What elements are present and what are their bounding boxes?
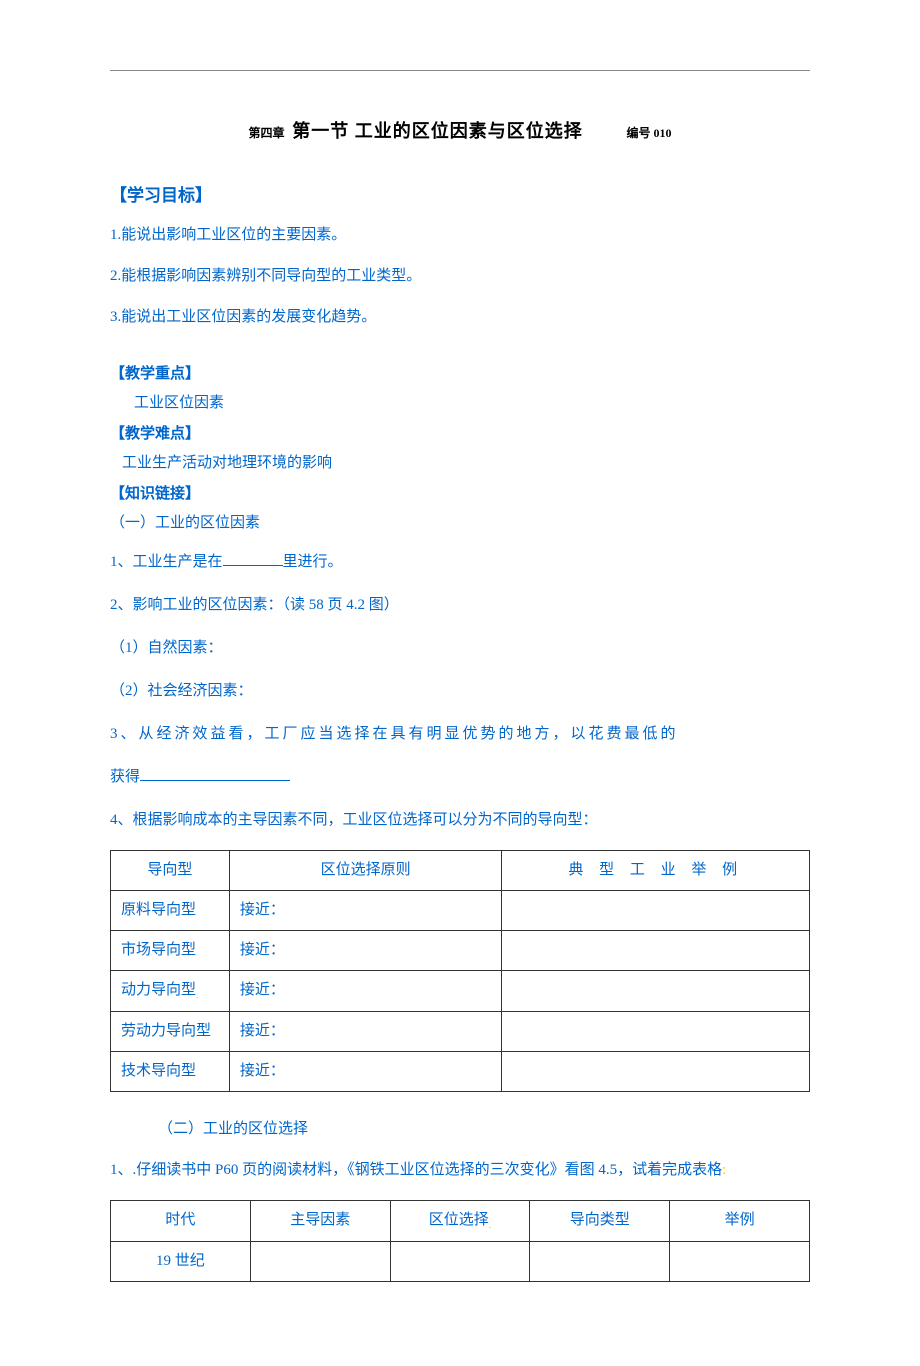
knowledge-item-1: 1、工业生产是在 里进行。 bbox=[110, 549, 810, 576]
knowledge-header: 【知识链接】 bbox=[110, 481, 810, 508]
knowledge-item-4: 4、根据影响成本的主导因素不同，工业区位选择可以分为不同的导向型： bbox=[110, 807, 810, 834]
table-header: 导向类型 bbox=[530, 1200, 670, 1241]
doc-number: 编号 010 bbox=[627, 126, 672, 140]
focus-header: 【教学重点】 bbox=[110, 361, 810, 388]
item3-post: 获得 bbox=[110, 769, 140, 785]
table-header: 导向型 bbox=[111, 850, 230, 890]
item1-pre: 1、工业生产是在 bbox=[110, 554, 223, 570]
objective-item: 1.能说出影响工业区位的主要因素。 bbox=[110, 222, 810, 249]
table-cell bbox=[250, 1241, 390, 1281]
cell-text: 动力导向型 bbox=[121, 982, 196, 998]
objectives-header: 【学习目标】 bbox=[110, 181, 810, 212]
orientation-table: 导向型 区位选择原则 典 型 工 业 举 例 原料导向型 接近： 市场导向型 接… bbox=[110, 850, 810, 1092]
table-cell bbox=[530, 1241, 670, 1281]
table-header: 举例 bbox=[670, 1200, 810, 1241]
table-cell: 市场导向型 bbox=[111, 930, 230, 970]
table-header: 时代 bbox=[111, 1200, 251, 1241]
table-cell bbox=[502, 970, 810, 1011]
knowledge-item-2: 2、影响工业的区位因素：（读 58 页 4.2 图） bbox=[110, 592, 810, 619]
knowledge-item-5: 1、.仔细读书中 P60 页的阅读材料，《钢铁工业区位选择的三次变化》看图 4.… bbox=[110, 1157, 810, 1184]
table-cell bbox=[670, 1241, 810, 1281]
item5-text: 1、.仔细读书中 P60 页的阅读材料，《钢铁工业区位选择的三次变化》看图 4.… bbox=[110, 1162, 722, 1178]
table-cell: 接近： bbox=[229, 1051, 502, 1091]
table-cell bbox=[502, 890, 810, 930]
table-header-row: 时代 主导因素 区位选择. 导向类型 举例 bbox=[111, 1200, 810, 1241]
objective-item: 3.能说出工业区位因素的发展变化趋势。 bbox=[110, 304, 810, 331]
table-cell: 劳动力导向型 bbox=[111, 1011, 230, 1051]
table-cell: 技术导向型 bbox=[111, 1051, 230, 1091]
table-cell bbox=[502, 1011, 810, 1051]
objective-item: 2.能根据影响因素辨别不同导向型的工业类型。 bbox=[110, 263, 810, 290]
title-row: 第四章 第一节 工业的区位因素与区位选择 编号 010 bbox=[110, 115, 810, 147]
table-cell: 接近： bbox=[229, 1011, 502, 1051]
table-cell: 接近： bbox=[229, 930, 502, 970]
table-header: 区位选择原则 bbox=[229, 850, 502, 890]
top-horizontal-rule bbox=[110, 70, 810, 71]
difficulty-content: 工业生产活动对地理环境的影响 bbox=[122, 450, 810, 477]
chapter-label: 第四章 bbox=[248, 126, 284, 140]
fill-blank bbox=[223, 551, 283, 566]
table-header: 典 型 工 业 举 例 bbox=[502, 850, 810, 890]
table-cell: 接近： bbox=[229, 970, 502, 1011]
table-cell: 原料导向型 bbox=[111, 890, 230, 930]
table-header: 主导因素 bbox=[250, 1200, 390, 1241]
difficulty-header: 【教学难点】 bbox=[110, 421, 810, 448]
table-row: 市场导向型 接近： bbox=[111, 930, 810, 970]
table-row: 动力导向型. 接近： bbox=[111, 970, 810, 1011]
main-title: 第一节 工业的区位因素与区位选择 bbox=[292, 121, 583, 141]
table-cell: 接近： bbox=[229, 890, 502, 930]
table-cell: 19 世纪 bbox=[111, 1241, 251, 1281]
table-cell bbox=[390, 1241, 530, 1281]
knowledge-item-3: 3、从经济效益看，工厂应当选择在具有明显优势的地方，以花费最低的 bbox=[110, 721, 810, 748]
table-header: 区位选择. bbox=[390, 1200, 530, 1241]
yellow-dot-icon: . bbox=[489, 1220, 492, 1231]
knowledge-item-3-line2: 获得 bbox=[110, 764, 810, 791]
table-cell bbox=[502, 930, 810, 970]
knowledge-item-2-sub2: （2）社会经济因素： bbox=[110, 678, 810, 705]
header-text: 区位选择 bbox=[429, 1212, 489, 1228]
table-row: 原料导向型 接近： bbox=[111, 890, 810, 930]
item3-pre: 3、从经济效益看，工厂应当选择在具有明显优势的地方，以花费最低的 bbox=[110, 726, 679, 742]
table-header-row: 导向型 区位选择原则 典 型 工 业 举 例 bbox=[111, 850, 810, 890]
knowledge-item-2-sub1: （1）自然因素： bbox=[110, 635, 810, 662]
yellow-colon-icon: : bbox=[722, 1162, 726, 1178]
table-row: 劳动力导向型 接近： bbox=[111, 1011, 810, 1051]
subsection-2-title: （二）工业的区位选择 bbox=[158, 1116, 810, 1143]
focus-content: 工业区位因素 bbox=[134, 390, 810, 417]
table-cell bbox=[502, 1051, 810, 1091]
table-row: 19 世纪 bbox=[111, 1241, 810, 1281]
table-row: 技术导向型 接近： bbox=[111, 1051, 810, 1091]
item1-post: 里进行。 bbox=[283, 554, 343, 570]
fill-blank bbox=[140, 766, 290, 781]
table-cell: 动力导向型. bbox=[111, 970, 230, 1011]
era-table: 时代 主导因素 区位选择. 导向类型 举例 19 世纪 bbox=[110, 1200, 810, 1282]
subsection-1-title: （一）工业的区位因素 bbox=[110, 510, 810, 537]
yellow-dot-icon: . bbox=[196, 990, 199, 1001]
